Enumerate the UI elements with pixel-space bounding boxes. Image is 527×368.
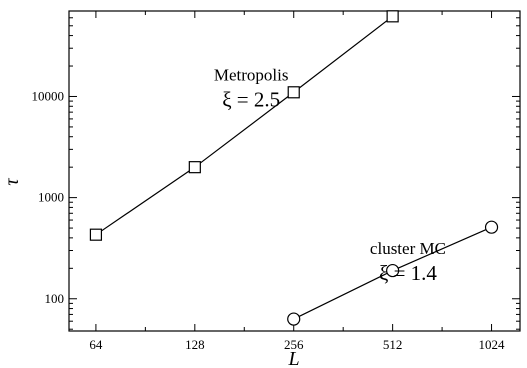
x-tick-label: 512 xyxy=(383,337,403,352)
annotation-label: cluster MC xyxy=(370,239,446,258)
x-tick-label: 128 xyxy=(185,337,205,352)
series-group xyxy=(89,10,499,326)
x-tick-label: 64 xyxy=(89,337,103,352)
square-marker xyxy=(188,161,201,174)
annotations: Metropolis ξ = 2.5 cluster MC ξ = 1.4 xyxy=(214,65,446,285)
square-marker xyxy=(89,228,103,241)
square-marker xyxy=(287,86,300,99)
circle-marker xyxy=(484,220,499,234)
tick-marks xyxy=(69,10,520,331)
series-line xyxy=(95,15,394,236)
y-tick-label: 100 xyxy=(45,291,65,306)
plot-frame xyxy=(68,10,521,332)
x-axis-title: L xyxy=(287,348,299,368)
square-marker xyxy=(386,10,399,23)
y-axis-title: τ xyxy=(1,178,23,186)
x-tick-label: 256 xyxy=(284,337,304,352)
y-tick-label: 10000 xyxy=(32,88,65,103)
x-tick-label: 1024 xyxy=(479,337,506,352)
y-tick-label: 1000 xyxy=(38,190,64,205)
tick-labels: 64 128 256 512 1024 100 1000 10000 xyxy=(32,88,506,352)
circle-marker xyxy=(287,312,301,326)
annotation-label: Metropolis xyxy=(214,65,289,84)
annotation-xi: ξ = 2.5 xyxy=(222,87,280,111)
annotation-xi: ξ = 1.4 xyxy=(379,261,437,285)
circle-marker xyxy=(386,263,400,278)
